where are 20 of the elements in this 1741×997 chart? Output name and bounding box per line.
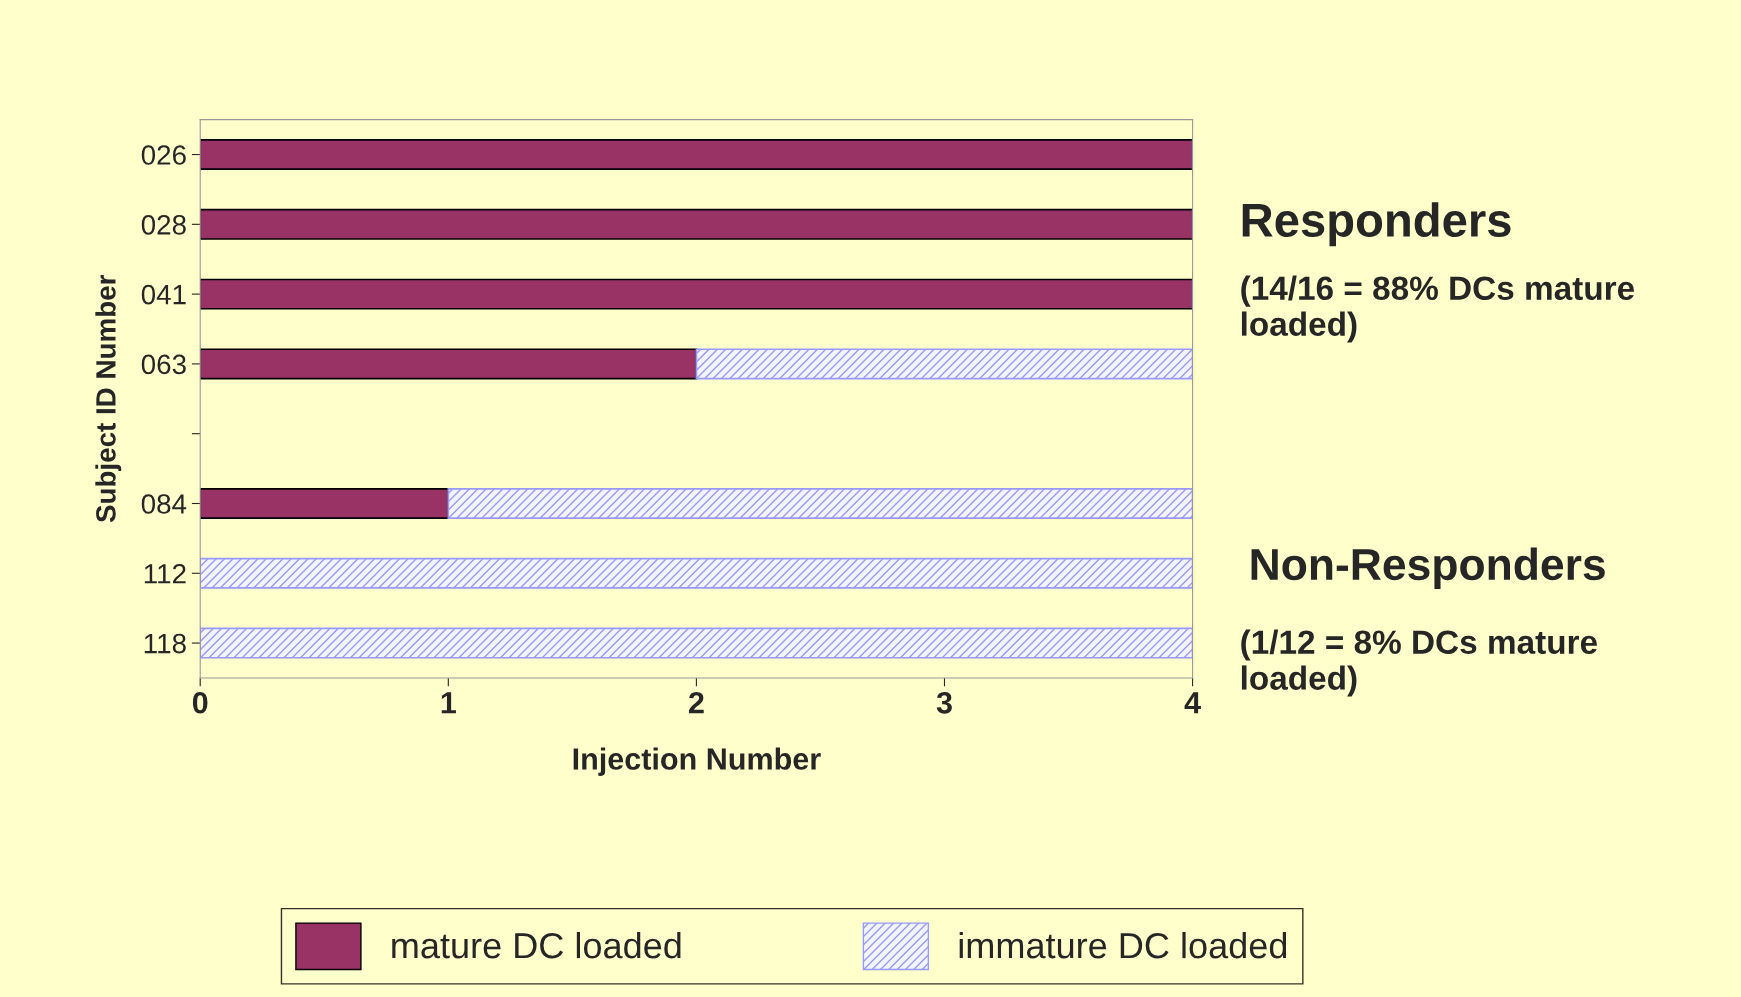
text: (14/16 = 88% DCs mature loaded) bbox=[1241, 275, 1635, 343]
y-tick-label: 026 bbox=[141, 145, 186, 165]
y-tick-label: 118 bbox=[144, 633, 186, 654]
x-tick-label: 1 bbox=[441, 692, 456, 714]
legend-label: mature DC loaded bbox=[392, 931, 681, 959]
y-tick-label: 112 bbox=[144, 563, 186, 584]
y-tick-label: 084 bbox=[141, 494, 187, 514]
x-tick-label: 2 bbox=[688, 691, 704, 714]
x-tick-label: 4 bbox=[1184, 692, 1201, 714]
text: (1/12 = 8% DCs mature loaded) bbox=[1241, 629, 1597, 697]
y-tick-label: 028 bbox=[141, 214, 186, 235]
y-tick-label: 063 bbox=[141, 354, 186, 375]
y-tick-label: 041 bbox=[141, 284, 186, 305]
x-tick-label: 0 bbox=[192, 691, 208, 714]
x-axis-title: Injection Number bbox=[573, 747, 821, 776]
text: Non-Responders bbox=[1251, 547, 1605, 590]
y-axis-title: Subject ID Number bbox=[95, 274, 122, 523]
text: Responders bbox=[1242, 202, 1511, 247]
legend-label: immature DC loaded bbox=[959, 931, 1287, 959]
x-tick-label: 3 bbox=[936, 691, 952, 714]
